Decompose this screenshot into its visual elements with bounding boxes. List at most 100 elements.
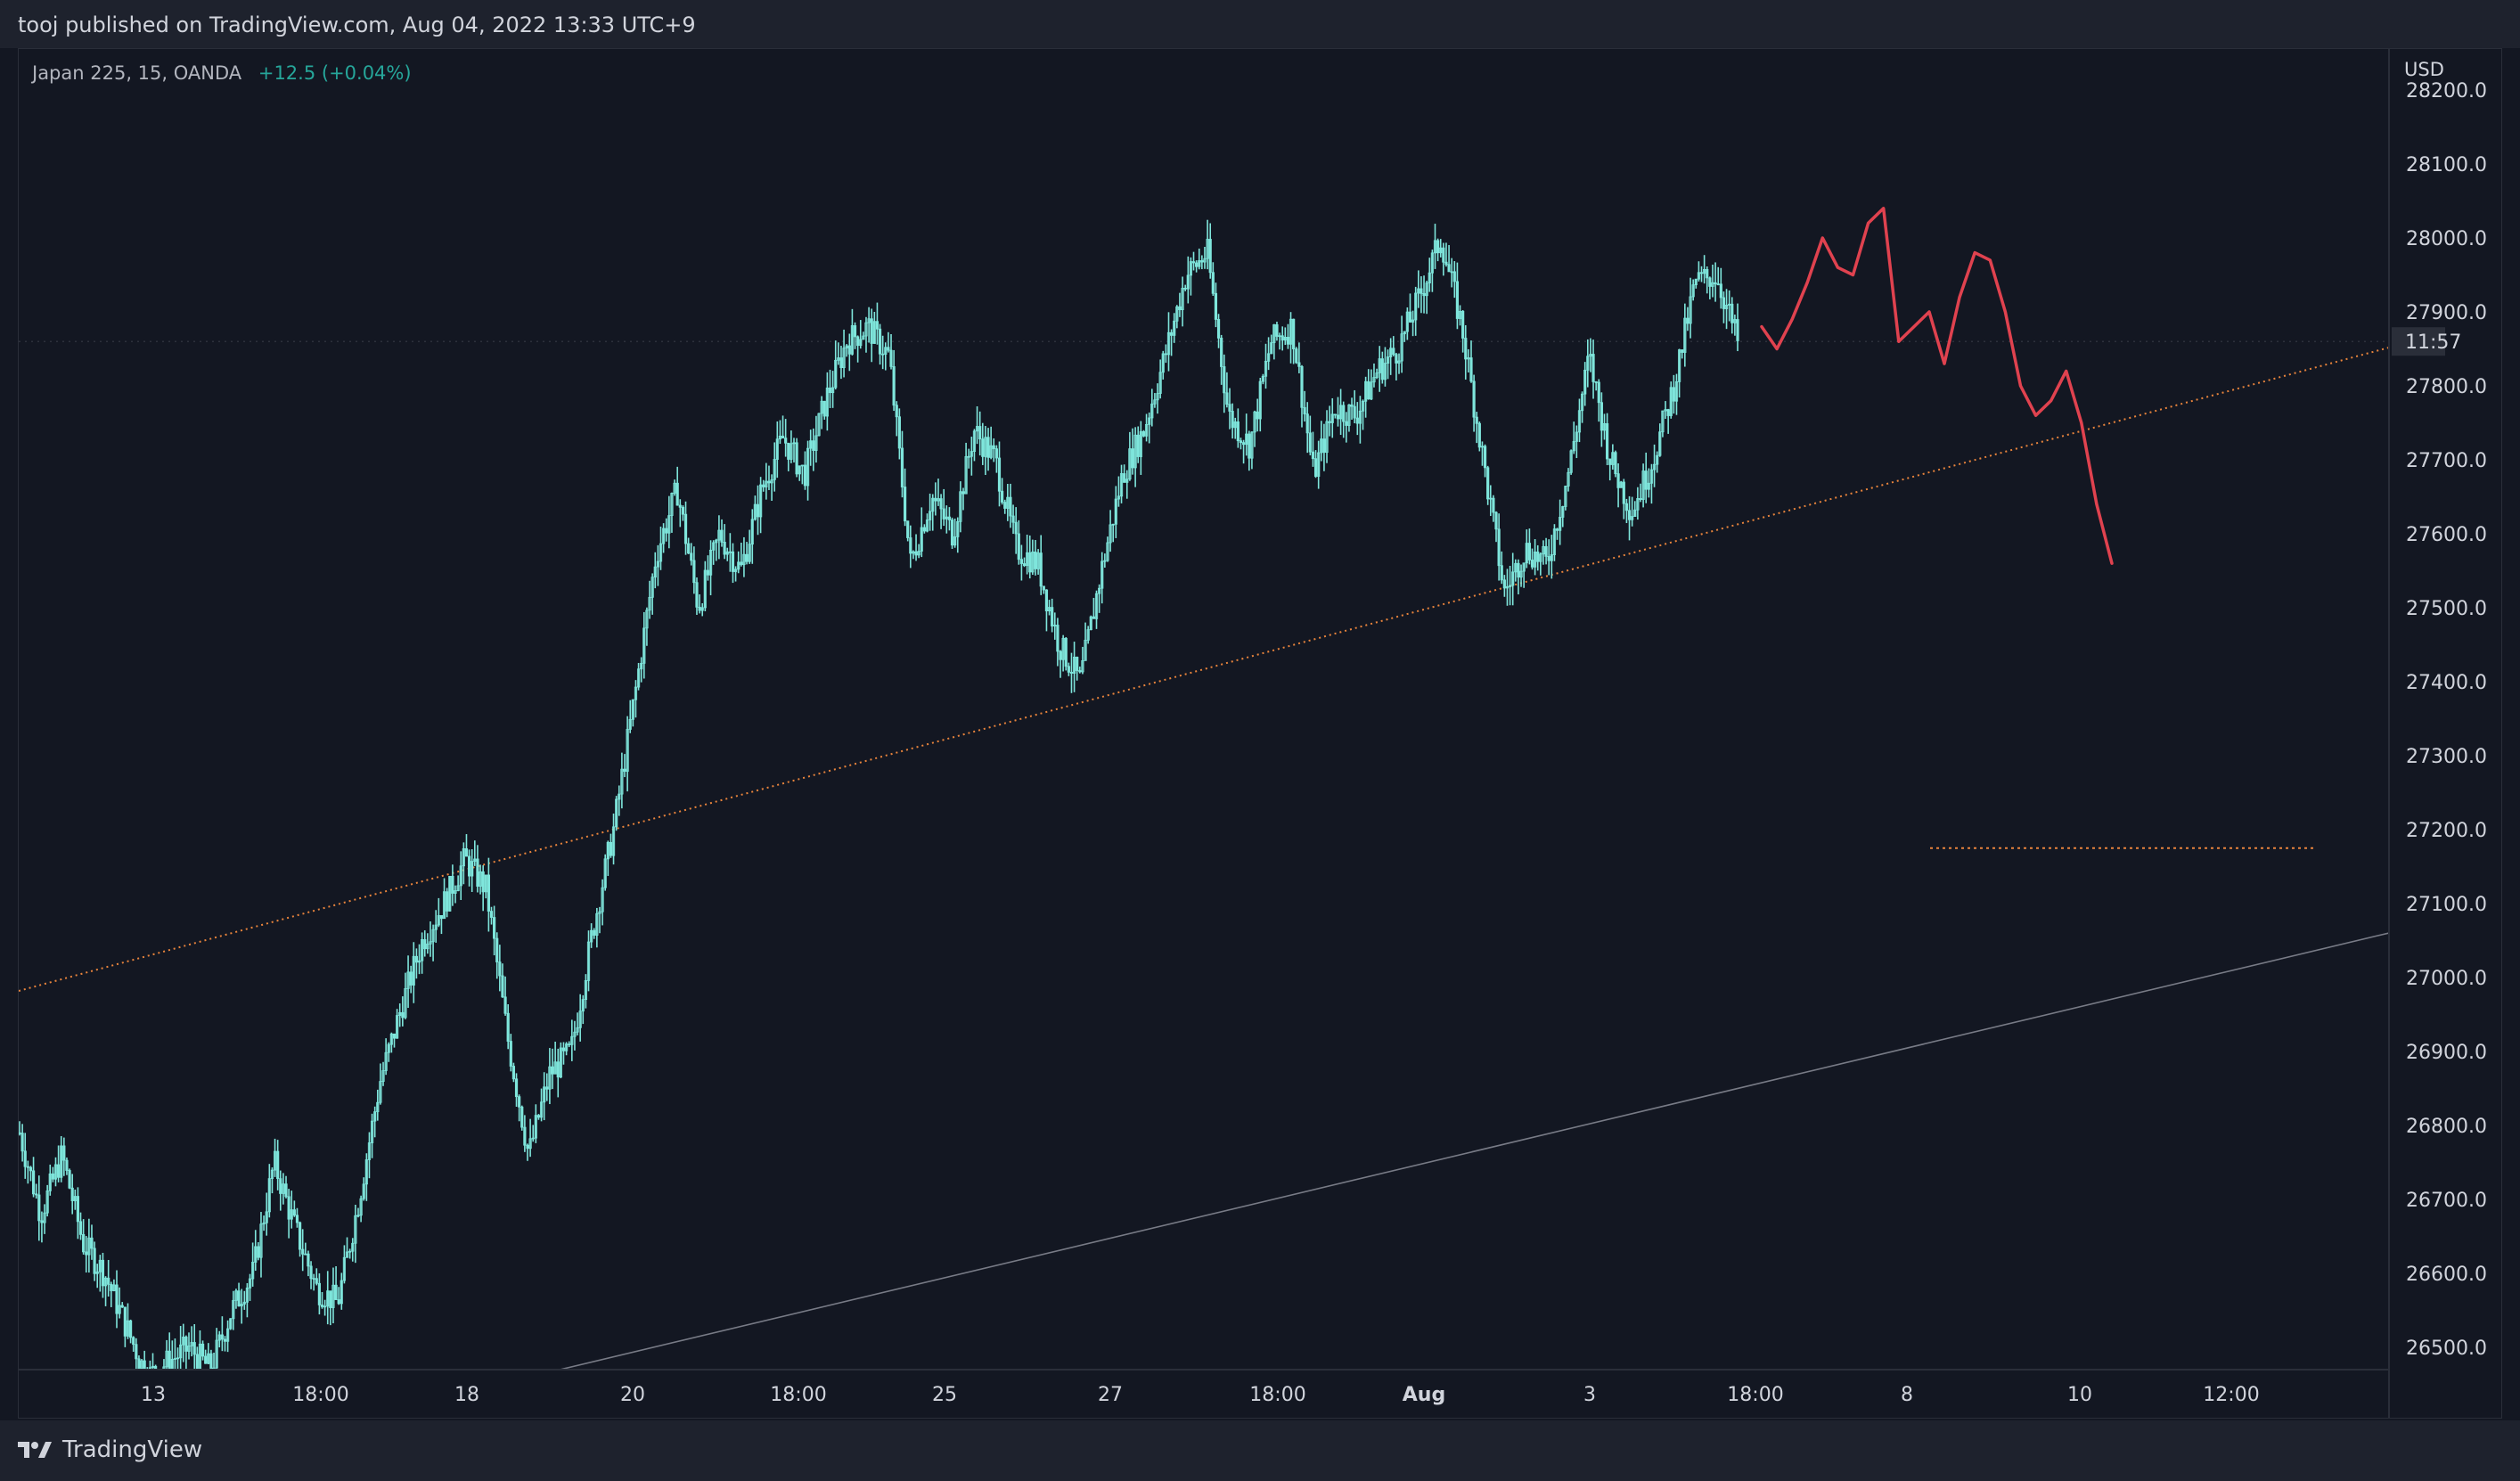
candle-body xyxy=(259,1223,263,1258)
candle-body xyxy=(1161,353,1165,373)
candle-body xyxy=(132,1337,135,1346)
candle-body xyxy=(1669,387,1673,416)
candle-body xyxy=(1372,377,1376,383)
candle-body xyxy=(1280,335,1284,341)
candle-body xyxy=(1001,490,1004,503)
candle-body xyxy=(151,1365,155,1369)
candle-body xyxy=(1100,560,1104,589)
tradingview-brand: TradingView xyxy=(62,1436,203,1463)
candle-body xyxy=(1547,555,1550,561)
candle-body xyxy=(593,929,596,936)
candle-body xyxy=(570,1035,574,1045)
forecast-path[interactable] xyxy=(1760,207,2114,565)
candle-body xyxy=(1530,560,1534,568)
candle-body xyxy=(115,1284,119,1314)
candle-body xyxy=(423,939,427,950)
candle-body xyxy=(914,551,918,556)
candle-body xyxy=(897,416,901,449)
candle-body xyxy=(1320,438,1323,454)
candle-body xyxy=(814,435,818,451)
candle-body xyxy=(1231,411,1234,429)
candle-body xyxy=(1631,516,1634,520)
candle-body xyxy=(1313,458,1318,477)
candle-body xyxy=(1511,571,1515,586)
candle-body xyxy=(217,1334,221,1341)
candle-body xyxy=(864,322,868,337)
candle-body xyxy=(1475,416,1478,424)
candle-body xyxy=(670,493,674,516)
candle-body xyxy=(57,1164,61,1178)
candle-body xyxy=(1325,421,1329,454)
candle-body xyxy=(154,1365,158,1370)
candle-body xyxy=(1594,381,1598,383)
candle-body xyxy=(1580,393,1584,412)
candle-body xyxy=(434,924,438,930)
candle-body xyxy=(1639,498,1642,500)
candle-body xyxy=(1367,380,1370,400)
header-bar: tooj published on TradingView.com, Aug 0… xyxy=(0,0,2520,48)
candle-body xyxy=(1472,380,1476,418)
candle-body xyxy=(850,325,855,355)
candle-body xyxy=(1686,317,1690,324)
candle-body xyxy=(1031,551,1035,573)
candle-body xyxy=(1627,510,1632,520)
candle-body xyxy=(1144,423,1149,437)
candle-body xyxy=(615,798,618,828)
candle-body xyxy=(1092,616,1095,619)
currency-label[interactable]: USD xyxy=(2404,59,2444,80)
candle-body xyxy=(103,1277,108,1287)
candle-body xyxy=(78,1221,83,1235)
candle-body xyxy=(509,1041,512,1067)
candle-body xyxy=(1497,528,1501,567)
candle-body xyxy=(787,442,790,460)
candle-body xyxy=(143,1360,146,1370)
candle-body xyxy=(1661,410,1665,433)
candle-body xyxy=(162,1366,166,1370)
candle-body xyxy=(200,1343,205,1357)
candle-body xyxy=(215,1339,218,1369)
tradingview-logo[interactable]: TradingView xyxy=(18,1436,202,1463)
candle-body xyxy=(1011,515,1015,523)
candle-body xyxy=(1283,337,1287,341)
candle-body xyxy=(389,1033,393,1045)
candle-body xyxy=(790,443,793,460)
symbol-legend[interactable]: Japan 225, 15, OANDA +12.5 (+0.04%) xyxy=(32,62,412,84)
candle-body xyxy=(329,1290,332,1308)
candle-body xyxy=(775,438,779,460)
candle-body xyxy=(1003,502,1007,509)
candle-body xyxy=(1103,560,1107,562)
candle-body xyxy=(1624,503,1629,511)
candle-body xyxy=(135,1344,138,1360)
candle-body xyxy=(659,543,663,562)
chart-area[interactable] xyxy=(18,48,2502,1419)
x-tick-label: 18:00 xyxy=(292,1384,348,1406)
candle-body xyxy=(229,1318,233,1330)
candle-body xyxy=(820,400,823,414)
candle-body xyxy=(645,610,649,629)
candle-body xyxy=(773,459,776,480)
candle-body xyxy=(20,1133,24,1152)
candle-body xyxy=(1614,452,1617,475)
candle-body xyxy=(454,890,457,894)
candle-body xyxy=(1577,410,1582,433)
candle-body xyxy=(875,321,880,330)
candle-body xyxy=(1084,640,1087,661)
candle-body xyxy=(1200,260,1204,263)
candle-body xyxy=(1333,413,1337,416)
candle-body xyxy=(929,511,932,520)
candle-body xyxy=(456,885,460,891)
candle-body xyxy=(1153,399,1157,405)
channel-line[interactable] xyxy=(552,932,2389,1371)
candle-body xyxy=(315,1278,318,1284)
support-trendline[interactable] xyxy=(19,347,2389,992)
candle-body xyxy=(1181,287,1184,311)
candle-body xyxy=(1606,422,1609,460)
candle-body xyxy=(1322,438,1326,454)
candle-body xyxy=(1461,310,1465,339)
candle-body xyxy=(534,1115,537,1139)
candle-body xyxy=(1694,278,1698,286)
candle-body xyxy=(1042,585,1045,591)
candle-body xyxy=(82,1233,86,1253)
candle-body xyxy=(1514,562,1518,573)
